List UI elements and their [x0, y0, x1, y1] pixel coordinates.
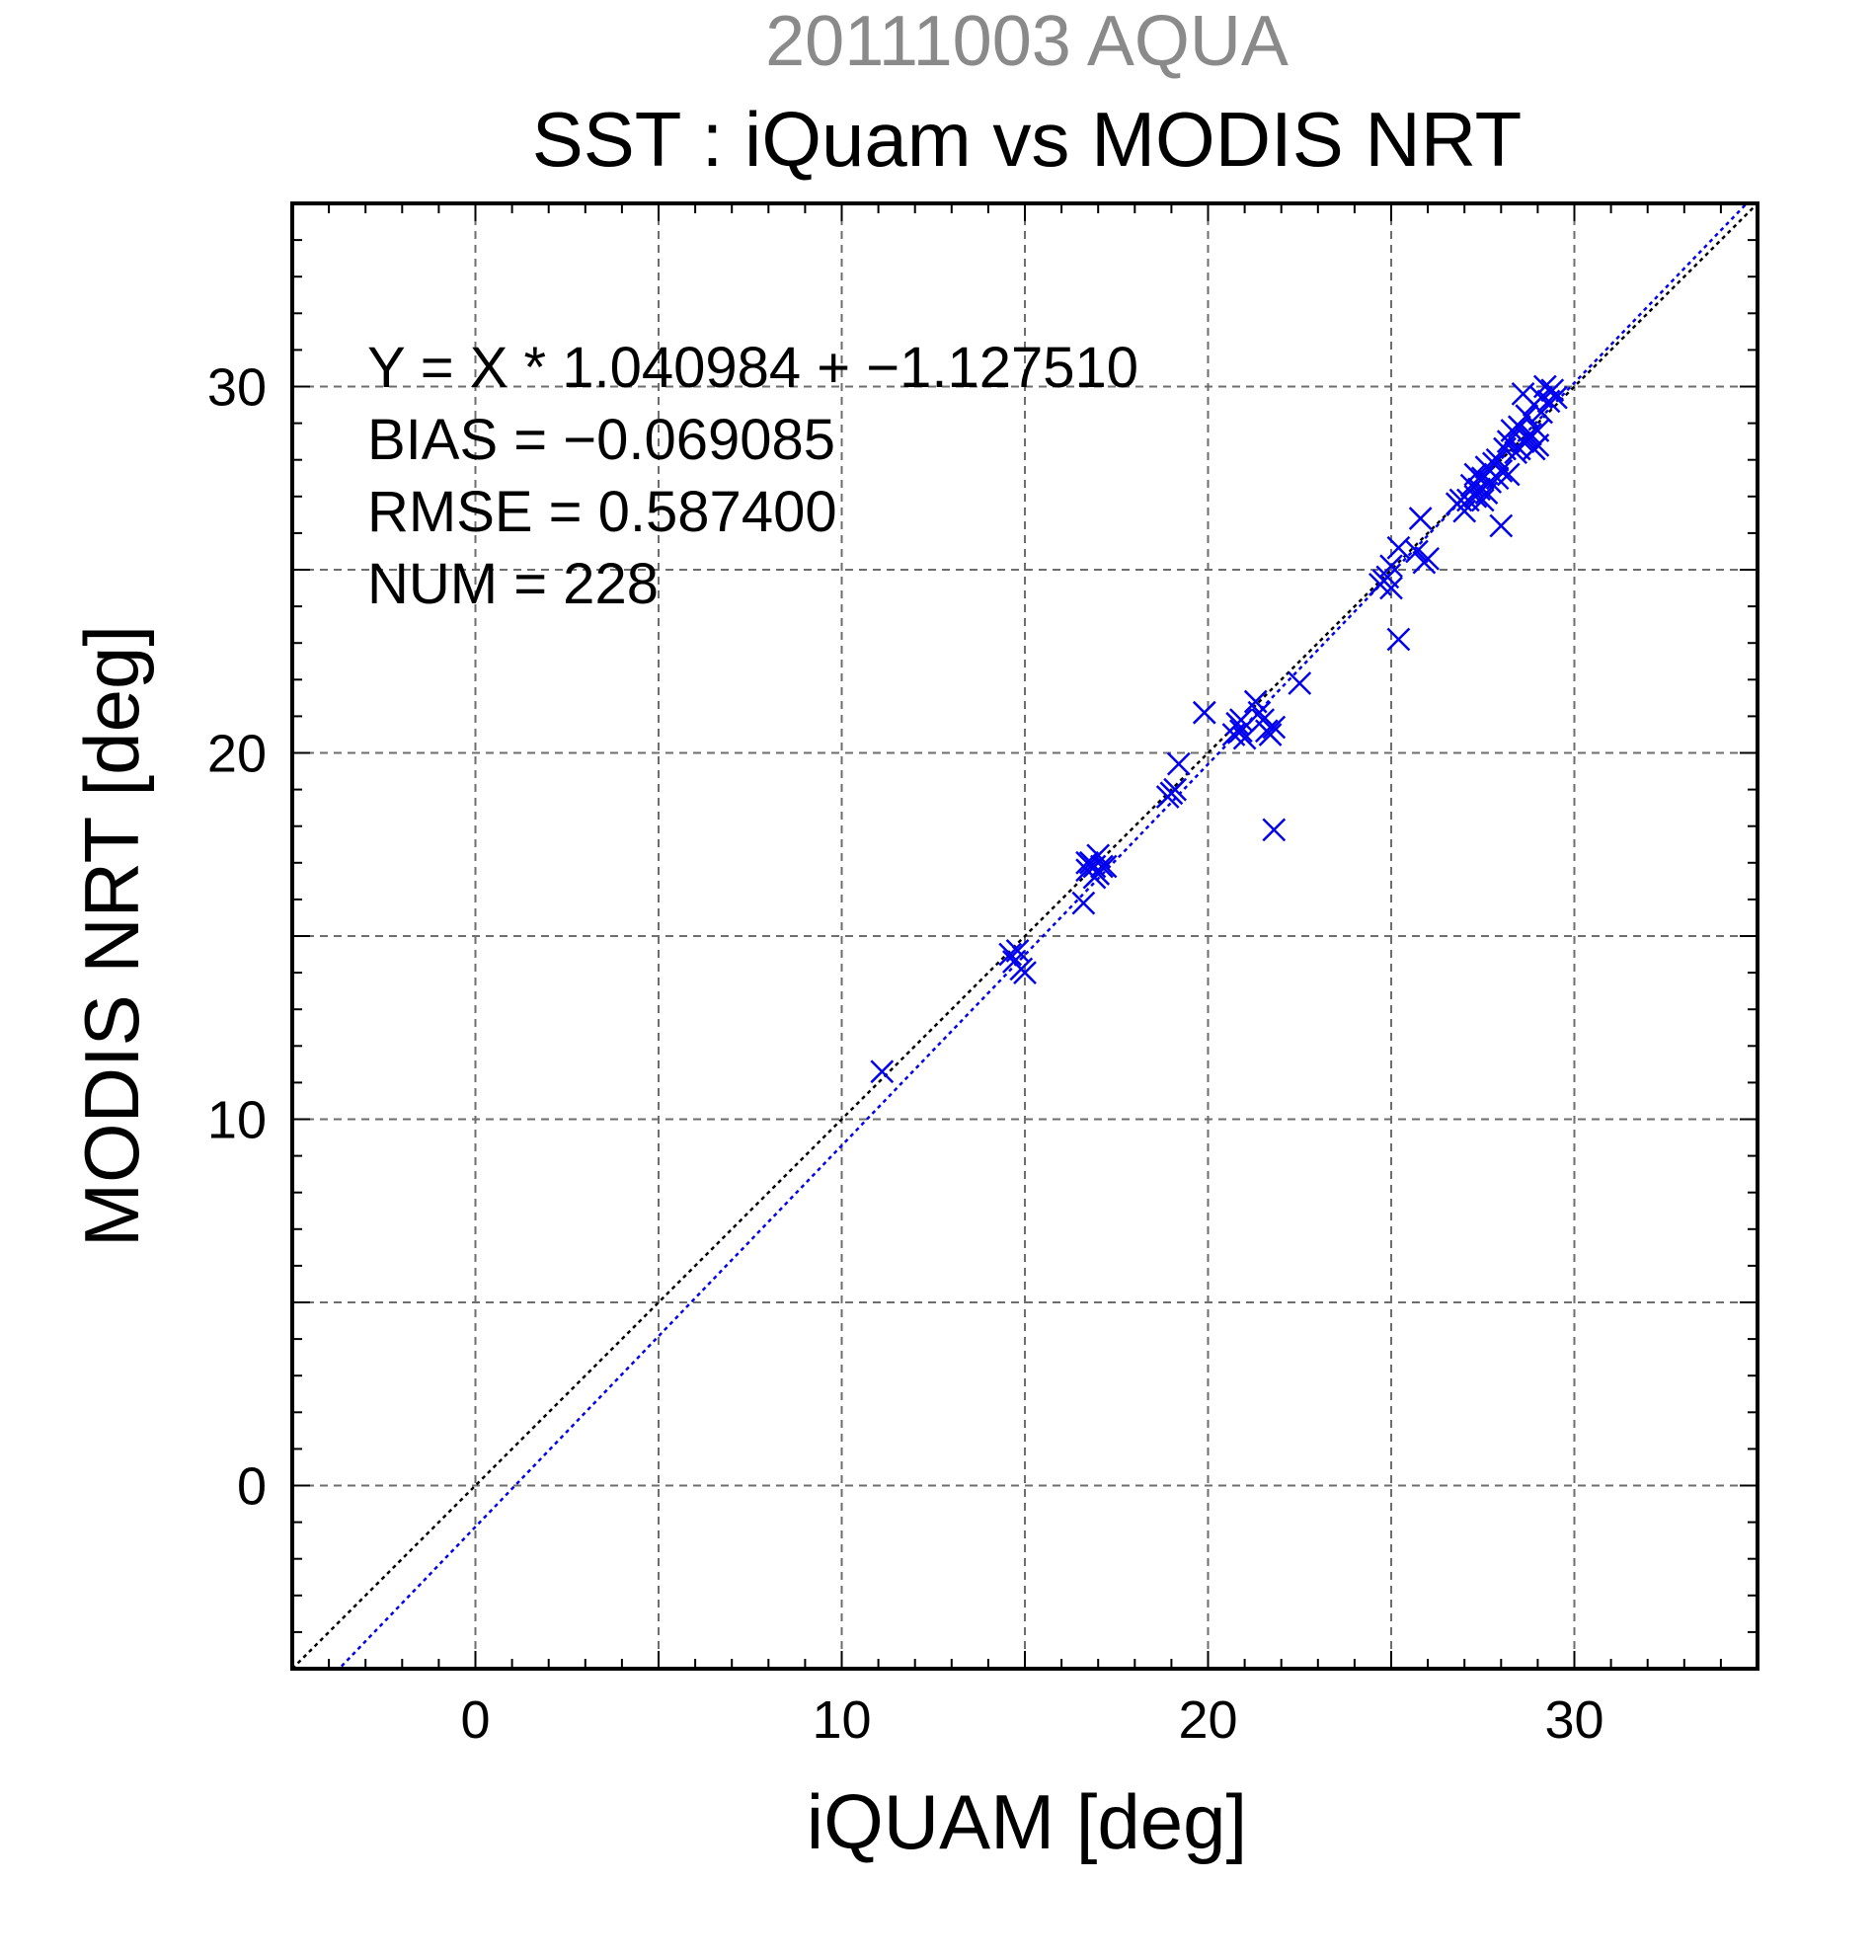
tick-labels: 0 10 20 30 0 10 20 30 [207, 358, 1604, 1751]
data-point [1405, 539, 1429, 564]
data-point [1408, 507, 1433, 530]
data-point [1463, 462, 1488, 487]
x-tick-label: 30 [1544, 1690, 1603, 1750]
data-point [1511, 382, 1535, 406]
count-stat: NUM = 228 [367, 552, 659, 616]
identity-line [292, 203, 1758, 1669]
data-point [1288, 671, 1312, 695]
data-point [1090, 854, 1114, 879]
data-point [1005, 938, 1030, 963]
data-point [1232, 726, 1257, 750]
y-tick-label: 10 [207, 1091, 267, 1150]
data-point [1166, 751, 1191, 776]
plot-frame [290, 201, 1759, 1671]
bias-stat: BIAS = −0.069085 [367, 408, 835, 472]
rmse-stat: RMSE = 0.587400 [367, 480, 837, 544]
data-point [1515, 404, 1539, 429]
y-axis-label: MODIS NRT [deg] [68, 625, 155, 1247]
stats-box: Y = X * 1.040984 + −1.127510 BIAS = −0.0… [367, 336, 1138, 616]
chart-title: SST : iQuam vs MODIS NRT [532, 96, 1523, 183]
data-point [1386, 535, 1411, 560]
data-point [1489, 513, 1514, 538]
data-point [1229, 719, 1253, 744]
data-point [1529, 400, 1553, 425]
data-point [1262, 715, 1287, 740]
data-points [870, 374, 1568, 1084]
data-point [870, 1059, 895, 1084]
y-tick-label: 0 [237, 1457, 267, 1517]
data-point [1416, 546, 1440, 571]
data-point [1229, 708, 1253, 732]
regression-equation: Y = X * 1.040984 + −1.127510 [367, 336, 1138, 400]
data-point [1258, 723, 1283, 746]
x-tick-label: 20 [1178, 1690, 1237, 1750]
data-point [1489, 458, 1514, 483]
x-tick-label: 0 [460, 1690, 490, 1750]
data-point [1540, 378, 1565, 403]
chart-date-title: 20111003 AQUA [765, 2, 1289, 81]
x-axis-label: iQUAM [deg] [807, 1778, 1247, 1865]
data-point [1507, 415, 1531, 439]
data-point [1262, 818, 1287, 842]
data-point [1071, 891, 1096, 915]
data-point [1515, 426, 1539, 450]
data-point [1386, 627, 1411, 652]
data-point [1470, 488, 1495, 512]
data-point [1075, 850, 1099, 875]
data-point [1379, 576, 1403, 600]
data-point [1163, 777, 1187, 802]
data-point [1522, 436, 1546, 461]
data-point [1496, 462, 1521, 487]
y-tick-label: 20 [207, 725, 267, 784]
data-point [998, 942, 1023, 967]
data-point [1082, 865, 1107, 890]
data-point [1474, 481, 1499, 505]
data-point [1379, 554, 1403, 579]
y-tick-label: 30 [207, 358, 267, 418]
data-point [1013, 961, 1037, 984]
data-point [1192, 700, 1216, 725]
x-tick-label: 10 [812, 1690, 871, 1750]
